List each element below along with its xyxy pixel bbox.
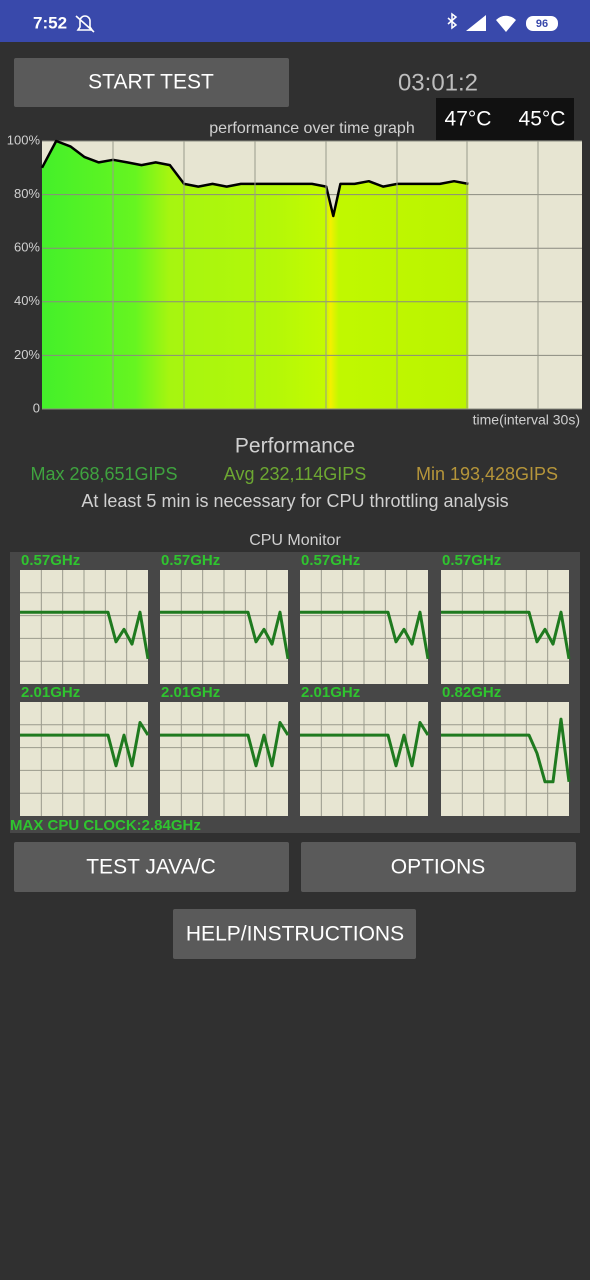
clock: 7:52 xyxy=(33,13,67,32)
bluetooth-icon xyxy=(447,12,458,30)
start-test-button[interactable] xyxy=(14,58,289,107)
y-tick-label: 60% xyxy=(14,240,40,255)
y-tick-label: 100% xyxy=(7,132,41,147)
max-cpu-clock: MAX CPU CLOCK:2.84GHz xyxy=(10,817,201,834)
timer: 03:01:2 xyxy=(398,69,478,96)
avg-performance: Avg 232,114GIPS xyxy=(224,464,366,484)
performance-title: Performance xyxy=(235,435,355,458)
help-button[interactable] xyxy=(173,909,416,959)
start-test-label: START TEST xyxy=(88,71,214,94)
performance-line xyxy=(40,139,469,218)
core-frequency: 2.01GHz xyxy=(301,684,360,701)
temperature: 47°C xyxy=(445,108,492,131)
x-axis-label: time(interval 30s) xyxy=(473,412,580,428)
graph-title: performance over time graph xyxy=(209,120,414,137)
core-frequency: 0.57GHz xyxy=(161,552,220,569)
core-frequency: 2.01GHz xyxy=(21,684,80,701)
core-frequency: 0.82GHz xyxy=(442,684,501,701)
core-frequency: 0.57GHz xyxy=(301,552,360,569)
y-tick-label: 0 xyxy=(33,400,40,415)
note: At least 5 min is necessary for CPU thro… xyxy=(81,491,508,511)
core-frequency: 0.57GHz xyxy=(442,552,501,569)
vertical-grid xyxy=(112,141,539,409)
battery-icon xyxy=(526,16,558,31)
options-button[interactable] xyxy=(301,842,576,892)
core-line xyxy=(160,610,290,660)
core-line xyxy=(300,721,430,768)
temperature: 45°C xyxy=(519,108,566,131)
status-bar xyxy=(0,0,590,42)
core-line xyxy=(441,610,571,660)
cpu-cores: 0.57GHz 0.57GHz 0.57GHz 0.57GHz 2.01GHz 2.01G… xyxy=(20,552,571,816)
cpu-monitor-title: CPU Monitor xyxy=(249,532,341,549)
core-frequency: 0.57GHz xyxy=(21,552,80,569)
min-performance: Min 193,428GIPS xyxy=(416,464,558,484)
test-java-button[interactable] xyxy=(14,842,289,892)
core-line xyxy=(300,610,430,660)
core-line xyxy=(160,721,290,768)
y-tick-label: 40% xyxy=(14,293,40,308)
y-tick-label: 20% xyxy=(14,347,40,362)
core-line xyxy=(441,717,571,784)
y-tick-label: 80% xyxy=(14,186,40,201)
core-frequency: 2.01GHz xyxy=(161,684,220,701)
battery-level: 96 xyxy=(536,18,548,30)
mute-icon xyxy=(75,15,95,33)
core-line xyxy=(20,610,150,660)
wifi-icon xyxy=(496,15,516,32)
temperature-box xyxy=(436,98,574,140)
max-performance: Max 268,651GIPS xyxy=(30,464,177,484)
options-label: OPTIONS xyxy=(391,856,486,879)
test-java-label: TEST JAVA/C xyxy=(86,856,216,879)
signal-icon xyxy=(466,15,486,31)
core-line xyxy=(20,721,150,768)
help-label: HELP/INSTRUCTIONS xyxy=(186,923,404,946)
